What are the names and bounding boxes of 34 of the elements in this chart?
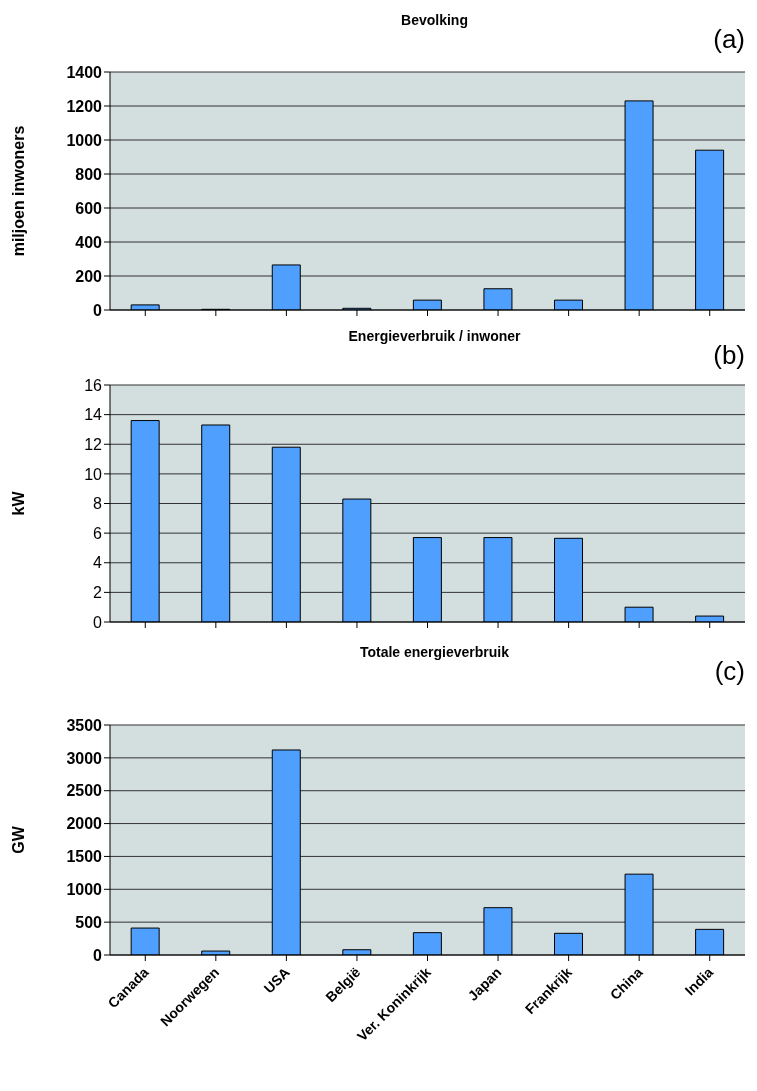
chart-title: Bevolking (401, 12, 468, 28)
chart-title: Energieverbruik / inwoner (348, 328, 521, 344)
y-tick-label: 4 (93, 554, 103, 572)
y-tick-label: 1400 (66, 63, 103, 81)
y-tick-label: 1000 (66, 131, 103, 149)
y-tick-label: 0 (93, 946, 103, 964)
y-tick-label: 10 (84, 465, 103, 483)
y-axis-title: miljoen inwoners (9, 125, 27, 257)
y-tick-label: 2500 (66, 782, 103, 800)
y-tick-label: 500 (75, 913, 103, 931)
y-tick-label: 16 (84, 376, 103, 394)
y-tick-label: 3000 (66, 749, 103, 767)
y-tick-label: 14 (84, 406, 103, 424)
text: (a) (713, 24, 745, 55)
y-tick-label: 0 (93, 301, 103, 319)
y-tick-label: 200 (75, 267, 103, 285)
y-tick-label: 1000 (66, 880, 103, 898)
y-tick-label: 400 (75, 233, 103, 251)
text: (c) (714, 656, 745, 687)
y-tick-label: 1200 (66, 97, 103, 115)
y-tick-label: 0 (93, 613, 103, 631)
y-axis-title: kW (9, 490, 27, 516)
y-tick-label: 2 (93, 584, 103, 602)
y-tick-label: 1500 (66, 848, 103, 866)
y-tick-label: 800 (75, 165, 103, 183)
text: (b) (713, 340, 745, 371)
y-tick-label: 600 (75, 199, 103, 217)
y-tick-label: 2000 (66, 815, 103, 833)
y-tick-label: 3500 (66, 716, 103, 734)
chart-title: Totale energieverbruik (359, 644, 510, 660)
y-axis-title: GW (9, 825, 27, 854)
y-tick-label: 12 (84, 435, 103, 453)
y-tick-label: 6 (93, 524, 103, 542)
y-tick-label: 8 (93, 495, 103, 513)
